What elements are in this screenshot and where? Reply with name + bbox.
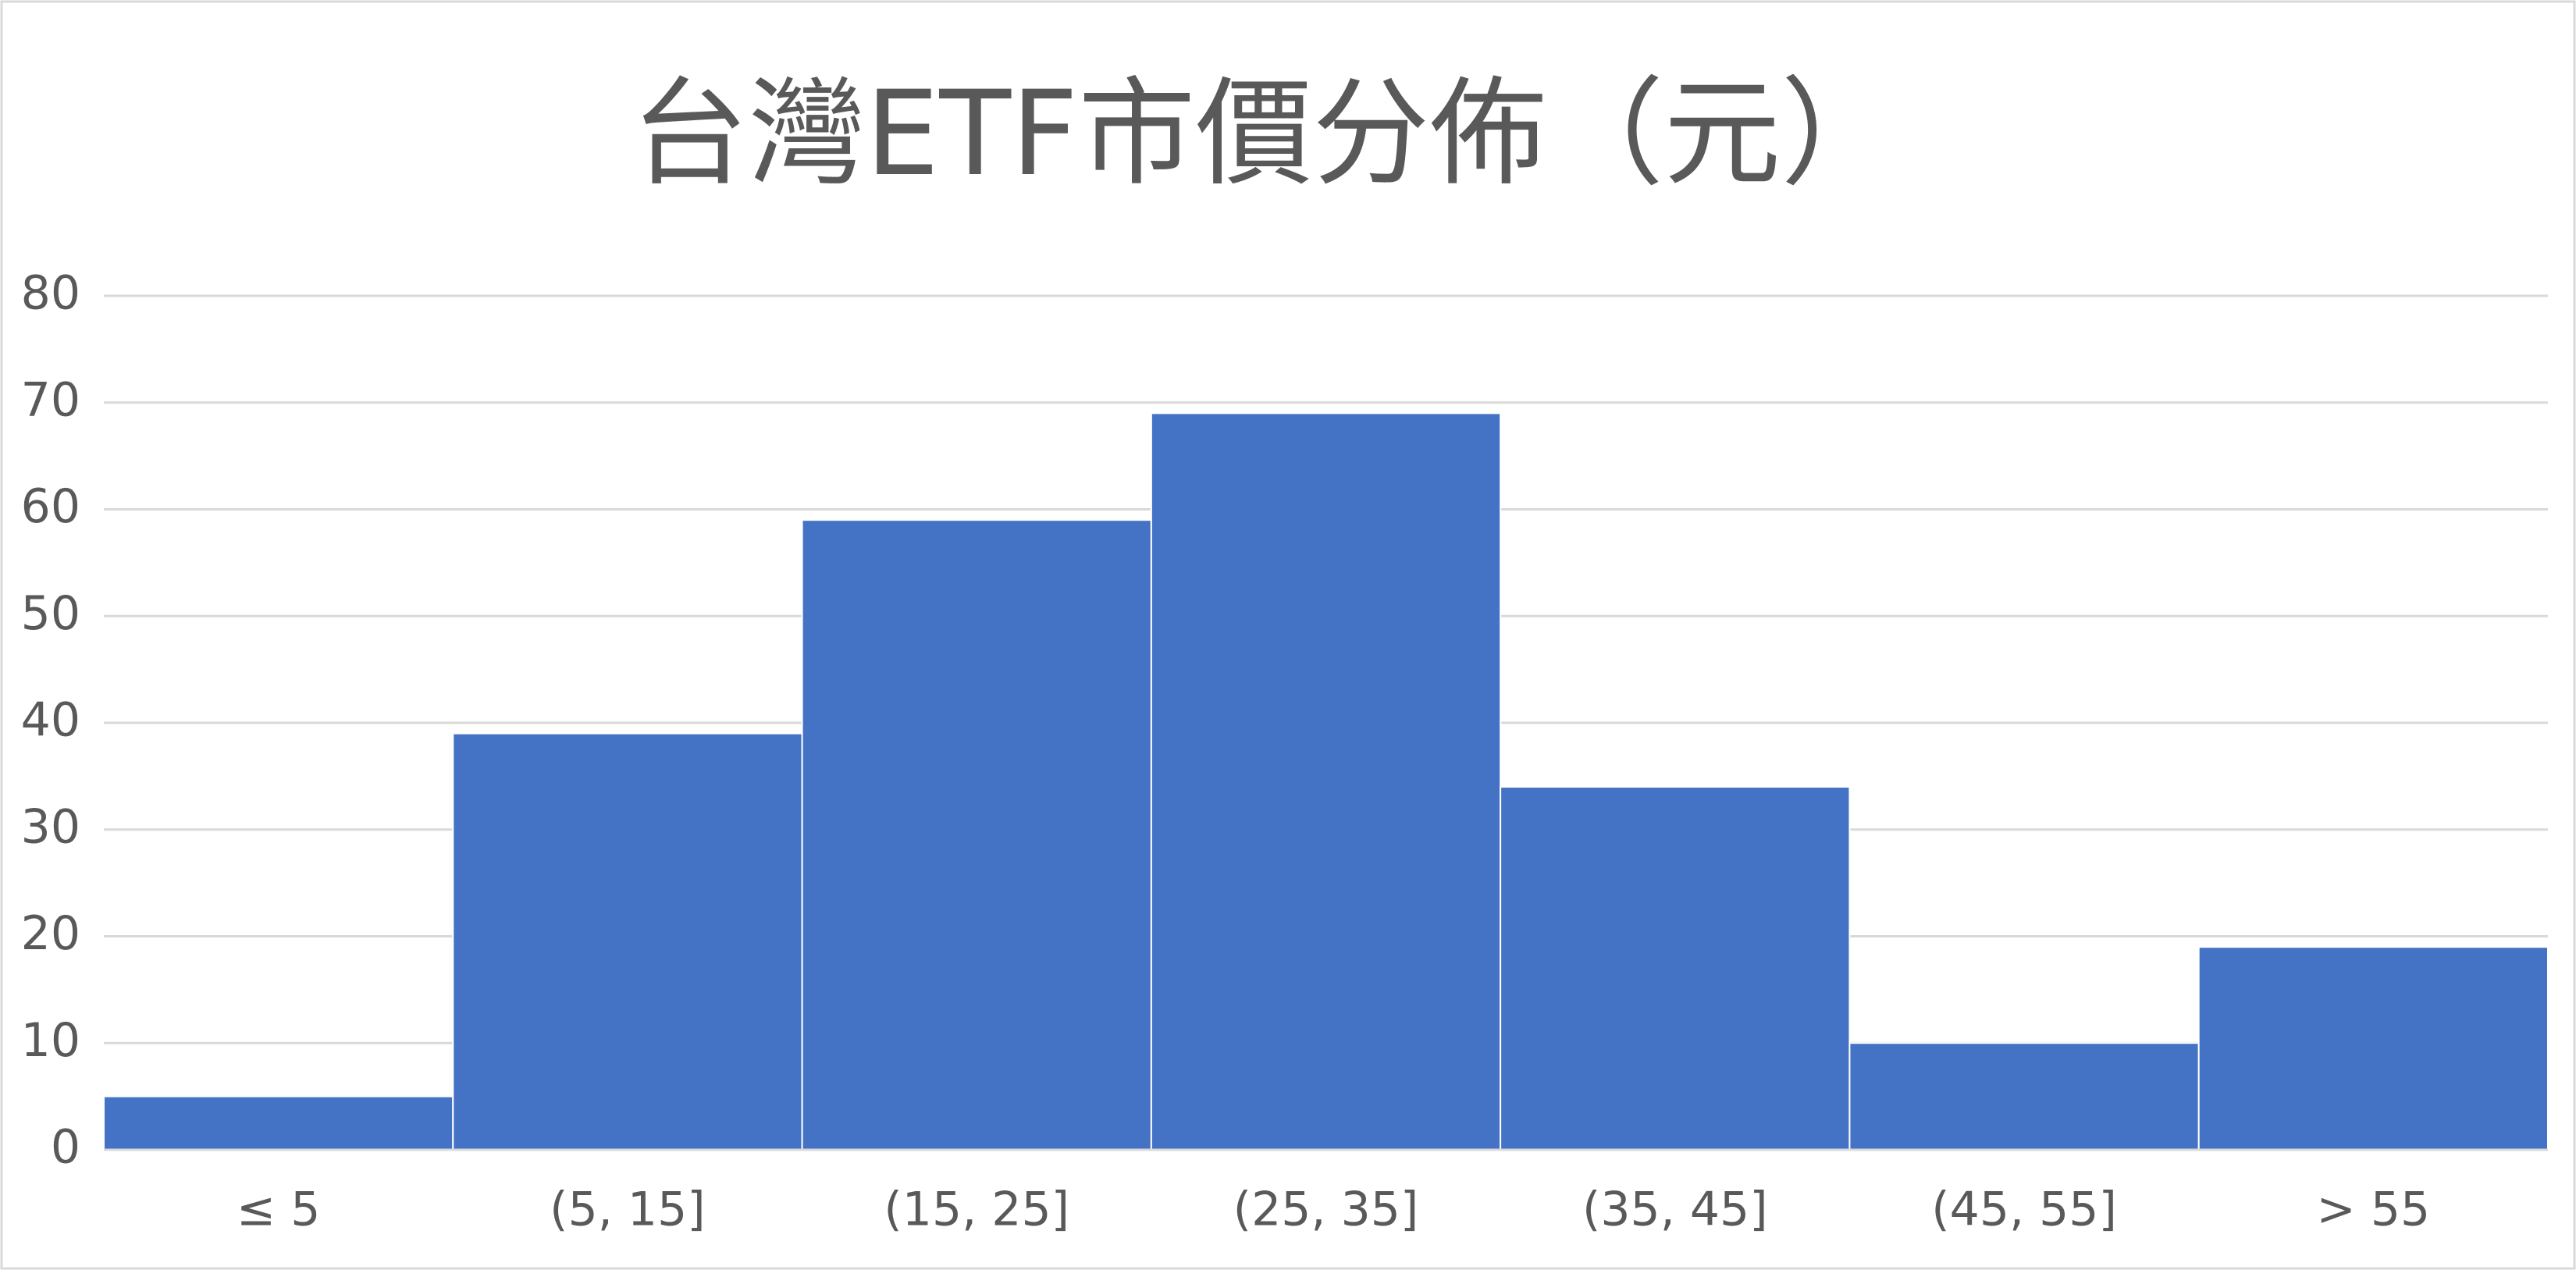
chart-title: 台灣ETF市價分佈（元） (632, 66, 1898, 202)
y-tick-label: 0 (51, 1120, 80, 1175)
bar (103, 1095, 454, 1151)
x-tick-label: (25, 35] (1233, 1183, 1419, 1237)
y-tick-label: 50 (21, 586, 80, 641)
y-tick-label: 40 (21, 693, 80, 748)
y-tick-label: 70 (21, 372, 80, 427)
bar (452, 732, 803, 1151)
bar (1848, 1042, 2200, 1151)
x-tick-label: (35, 45] (1582, 1183, 1768, 1237)
bar (801, 519, 1152, 1151)
y-tick-label: 80 (21, 266, 80, 321)
x-tick-label: (5, 15] (550, 1183, 705, 1237)
x-tick-label: ≤ 5 (237, 1183, 321, 1237)
bar (2197, 946, 2549, 1151)
x-tick-label: > 55 (2317, 1183, 2431, 1237)
y-tick-label: 60 (21, 479, 80, 534)
y-tick-label: 10 (21, 1013, 80, 1068)
y-tick-label: 20 (21, 906, 80, 961)
y-tick-label: 30 (21, 799, 80, 854)
bar (1500, 786, 1851, 1151)
x-tick-label: (45, 55] (1931, 1183, 2117, 1237)
x-tick-label: (15, 25] (884, 1183, 1069, 1237)
bar (1150, 412, 1502, 1151)
